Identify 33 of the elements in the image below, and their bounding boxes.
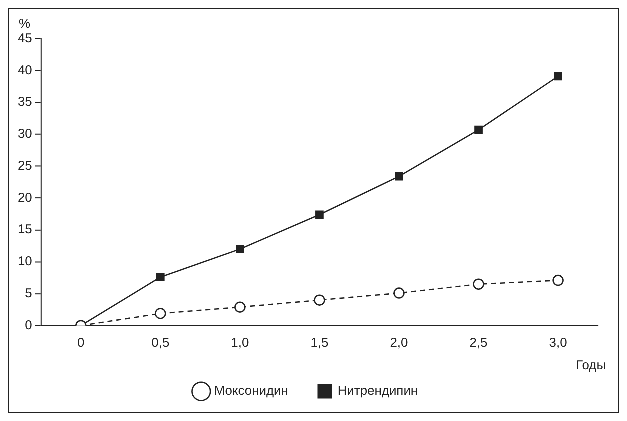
x-tick-label: 0,5: [152, 335, 170, 350]
point: [236, 245, 244, 254]
point: [234, 302, 246, 313]
x-tick-label: 2,0: [390, 335, 408, 350]
x-tick-label: 1,5: [310, 335, 329, 350]
x-tick-label: 3,0: [549, 335, 568, 350]
point: [314, 294, 326, 306]
point: [395, 172, 404, 181]
legend-label: Моксонидин: [214, 383, 288, 398]
point: [554, 72, 562, 81]
x-tick-label: 0: [78, 335, 85, 350]
point: [552, 274, 564, 286]
y-tick-label: 40: [18, 62, 32, 78]
y-tick-label: 25: [18, 158, 32, 173]
y-tick-label: 15: [18, 222, 32, 237]
y-tick-label: 45: [18, 30, 32, 46]
point: [473, 278, 484, 290]
point: [474, 126, 483, 134]
y-tick-label: 10: [18, 254, 32, 269]
x-tick-label: 2,5: [470, 335, 488, 350]
legend-label: Нитрендипин: [338, 383, 418, 398]
point: [155, 308, 166, 320]
y-tick-label: 35: [18, 94, 32, 110]
x-axis-title: Годы: [576, 357, 606, 372]
y-tick-label: 20: [18, 190, 32, 205]
point: [316, 210, 324, 220]
y-tick-label: 5: [25, 286, 32, 300]
y-tick-label: 0: [25, 317, 32, 332]
x-tick-label: 1,0: [231, 335, 250, 350]
point: [156, 273, 165, 282]
point: [394, 288, 405, 299]
y-tick-label: 30: [18, 126, 32, 142]
y-axis-title: %: [18, 16, 31, 31]
